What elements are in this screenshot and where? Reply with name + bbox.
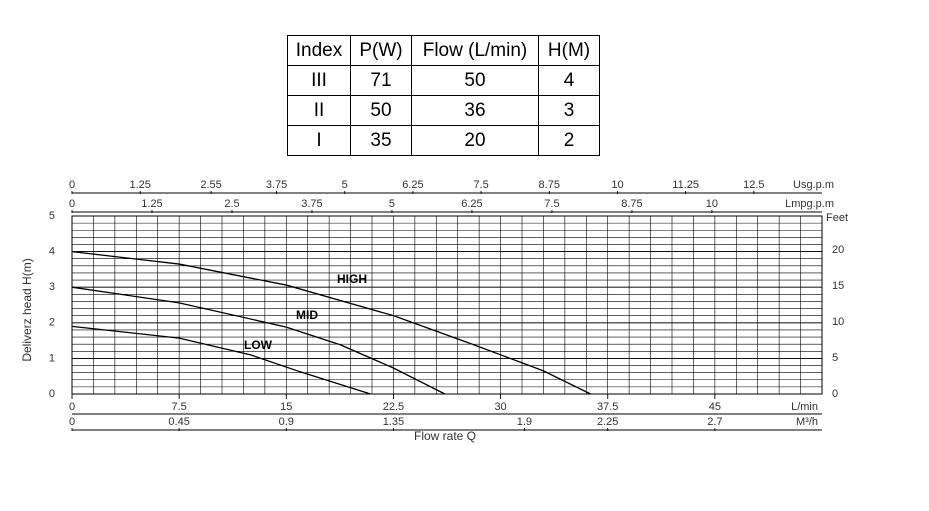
y2-tick-label: 10 xyxy=(832,316,844,328)
x-tick-label: 3.75 xyxy=(301,198,322,210)
table-cell: H(M) xyxy=(538,35,600,66)
y2-tick-label: 20 xyxy=(832,244,844,256)
table-cell: P(W) xyxy=(350,35,412,66)
x-tick-label: 12.5 xyxy=(743,179,764,191)
x-tick-label: 6.25 xyxy=(402,179,423,191)
spec-table: Index P(W) Flow (L/min) H(M) III 71 50 4 II 50 36 3… xyxy=(287,35,600,156)
x-tick-label: 7.5 xyxy=(544,198,559,210)
x-tick-label: 0 xyxy=(69,401,75,413)
y2-unit: Feet xyxy=(826,212,848,224)
x-tick-label: 15 xyxy=(280,401,292,413)
x-tick-label: 22.5 xyxy=(383,401,404,413)
x-tick-label: 5 xyxy=(342,179,348,191)
table-cell: 4 xyxy=(538,65,600,96)
curve xyxy=(71,250,591,395)
y-tick-label: 4 xyxy=(49,246,55,258)
table-cell: 2 xyxy=(538,125,600,156)
table-cell: 35 xyxy=(350,125,412,156)
x-tick-label: 1.35 xyxy=(383,416,404,428)
y-tick-label: 2 xyxy=(49,317,55,329)
x-tick-label: 37.5 xyxy=(597,401,618,413)
x-tick-label: 30 xyxy=(494,401,506,413)
table-cell: 36 xyxy=(411,95,539,126)
y-tick-label: 5 xyxy=(49,210,55,222)
x-tick-label: 0.9 xyxy=(279,416,294,428)
x-tick-label: 2.55 xyxy=(200,179,221,191)
y-tick-label: 0 xyxy=(49,388,55,400)
x-tick-label: 7.5 xyxy=(473,179,488,191)
table-row: I 35 20 2 xyxy=(287,125,600,156)
x-tick-label: 45 xyxy=(709,401,721,413)
y2-tick-label: 15 xyxy=(832,280,844,292)
y-tick-label: 1 xyxy=(49,352,55,364)
x-tick-label: 10 xyxy=(611,179,623,191)
x-tick-label: 8.75 xyxy=(621,198,642,210)
axis-unit: M³/h xyxy=(796,416,818,428)
table-cell: 20 xyxy=(411,125,539,156)
x-tick-label: 1.9 xyxy=(517,416,532,428)
y2-tick-label: 0 xyxy=(832,388,838,400)
x-unit: L/min xyxy=(791,401,818,413)
x-tick-label: 0 xyxy=(69,416,75,428)
table-cell: I xyxy=(287,125,351,156)
x-tick-label: 8.75 xyxy=(539,179,560,191)
curve-label: LOW xyxy=(244,338,273,352)
table-row: II 50 36 3 xyxy=(287,95,600,126)
x-tick-label: 0 xyxy=(69,179,75,191)
curve-label: MID xyxy=(296,308,318,322)
x-tick-label: 3.75 xyxy=(266,179,287,191)
curve xyxy=(71,286,446,395)
axis-unit: Lmpg.p.m xyxy=(785,198,834,210)
x-tick-label: 1.25 xyxy=(129,179,150,191)
x-tick-label: 7.5 xyxy=(171,401,186,413)
table-cell: Index xyxy=(287,35,351,66)
x-tick-label: 6.25 xyxy=(461,198,482,210)
x-tick-label: 2.5 xyxy=(224,198,239,210)
x-tick-label: 11.25 xyxy=(672,179,699,191)
x-axis-title: Flow rate Q xyxy=(414,429,476,443)
header-row: Index P(W) Flow (L/min) H(M) xyxy=(287,35,600,66)
plot-frame xyxy=(71,215,823,395)
table-cell: 50 xyxy=(411,65,539,96)
y2-tick-label: 5 xyxy=(832,352,838,364)
x-tick-label: 5 xyxy=(389,198,395,210)
y-tick-label: 3 xyxy=(49,281,55,293)
x-tick-label: 1.25 xyxy=(141,198,162,210)
x-tick-label: 2.25 xyxy=(597,416,618,428)
x-tick-label: 10 xyxy=(706,198,718,210)
y-axis-title: Deliverz head H(m) xyxy=(20,258,34,361)
curve-label: HIGH xyxy=(337,272,367,286)
x-tick-label: 0.45 xyxy=(168,416,189,428)
curve xyxy=(71,325,371,395)
table-row: III 71 50 4 xyxy=(287,65,600,96)
x-tick-label: 0 xyxy=(69,198,75,210)
axis-unit: Usg.p.m xyxy=(793,179,834,191)
x-tick-label: 2.7 xyxy=(707,416,722,428)
